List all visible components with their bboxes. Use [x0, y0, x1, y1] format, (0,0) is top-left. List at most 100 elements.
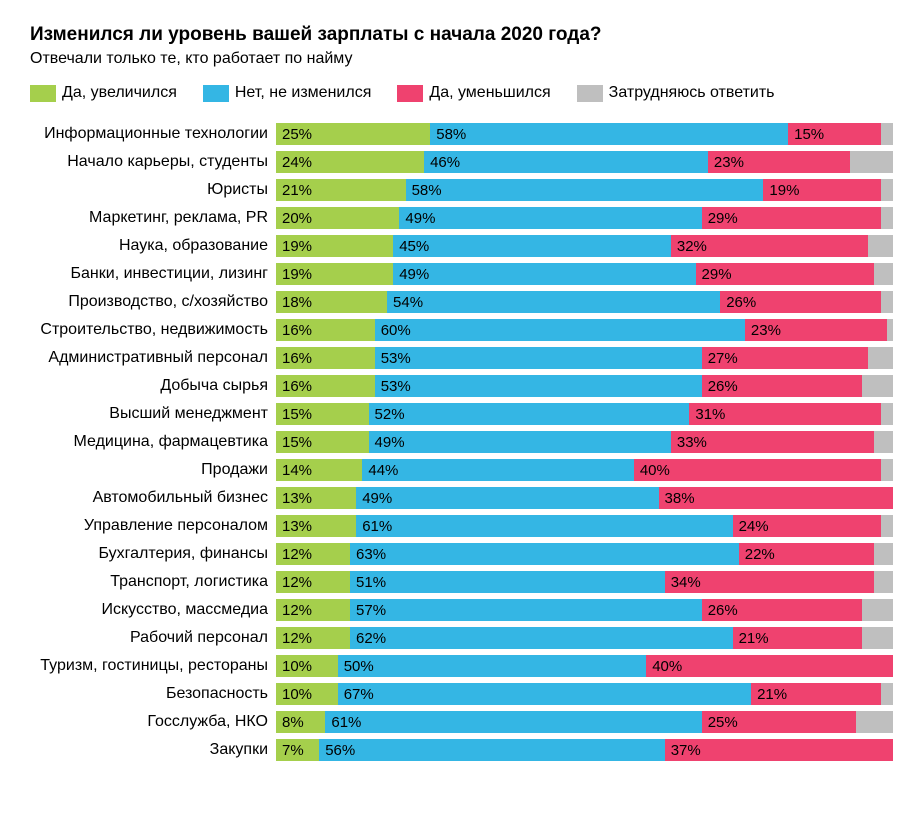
bar-value: 61% [356, 518, 392, 535]
bar-segment-decreased: 34% [665, 571, 875, 593]
bar-segment-decreased: 27% [702, 347, 869, 369]
bar-segment-dontknow [874, 571, 893, 593]
row-label: Маркетинг, реклама, PR [12, 209, 276, 227]
bar-track: 18%54%26% [276, 291, 893, 313]
bar-value: 13% [276, 490, 312, 507]
bar-value: 15% [788, 126, 824, 143]
bar-segment-decreased: 26% [720, 291, 880, 313]
legend-item: Затрудняюсь ответить [577, 84, 775, 102]
bar-track: 19%49%29% [276, 263, 893, 285]
bar-value: 12% [276, 602, 312, 619]
bar-value: 26% [702, 602, 738, 619]
bar-value: 45% [393, 238, 429, 255]
legend-swatch [203, 85, 229, 102]
chart-row: Начало карьеры, студенты24%46%23% [12, 148, 893, 176]
bar-segment-unchanged: 58% [430, 123, 788, 145]
bar-value: 46% [424, 154, 460, 171]
bar-track: 19%45%32% [276, 235, 893, 257]
bar-segment-unchanged: 52% [369, 403, 690, 425]
bar-value: 29% [702, 210, 738, 227]
bar-value: 12% [276, 630, 312, 647]
chart-row: Туризм, гостиницы, рестораны10%50%40% [12, 652, 893, 680]
bar-segment-decreased: 21% [733, 627, 863, 649]
bar-value: 27% [702, 350, 738, 367]
row-label: Искусство, массмедиа [12, 601, 276, 619]
bar-value: 52% [369, 406, 405, 423]
bar-segment-increased: 14% [276, 459, 362, 481]
bar-segment-increased: 18% [276, 291, 387, 313]
bar-segment-dontknow [881, 683, 893, 705]
bar-segment-unchanged: 56% [319, 739, 665, 761]
bar-value: 10% [276, 658, 312, 675]
bar-value: 29% [696, 266, 732, 283]
bar-segment-decreased: 25% [702, 711, 856, 733]
bar-value: 38% [659, 490, 695, 507]
bar-segment-unchanged: 44% [362, 459, 633, 481]
bar-segment-decreased: 40% [634, 459, 881, 481]
row-label: Автомобильный бизнес [12, 489, 276, 507]
bar-segment-increased: 13% [276, 487, 356, 509]
bar-segment-decreased: 24% [733, 515, 881, 537]
bar-segment-unchanged: 61% [325, 711, 701, 733]
bar-segment-dontknow [881, 291, 893, 313]
bar-track: 13% 49%38% [276, 487, 893, 509]
bar-track: 21%58%19% [276, 179, 893, 201]
bar-segment-decreased: 26% [702, 599, 862, 621]
bar-value: 31% [689, 406, 725, 423]
bar-value: 10% [276, 686, 312, 703]
bar-value: 44% [362, 462, 398, 479]
legend-label: Затрудняюсь ответить [609, 84, 775, 102]
bar-segment-unchanged: 54% [387, 291, 720, 313]
chart-row: Автомобильный бизнес13% 49%38% [12, 484, 893, 512]
bar-segment-unchanged: 49% [356, 487, 658, 509]
bar-value: 40% [646, 658, 682, 675]
row-label: Закупки [12, 741, 276, 759]
chart-row: Наука, образование19%45%32% [12, 232, 893, 260]
bar-value: 51% [350, 574, 386, 591]
bar-segment-dontknow [850, 151, 893, 173]
bar-segment-increased: 24% [276, 151, 424, 173]
row-label: Транспорт, логистика [12, 573, 276, 591]
legend-item: Нет, не изменился [203, 84, 372, 102]
bar-segment-dontknow [874, 431, 893, 453]
bar-value: 14% [276, 462, 312, 479]
bar-segment-increased: 7% [276, 739, 319, 761]
chart-row: Безопасность10%67%21% [12, 680, 893, 708]
bar-segment-increased: 16% [276, 347, 375, 369]
bar-segment-decreased: 29% [702, 207, 881, 229]
bar-track: 10%50%40% [276, 655, 893, 677]
bar-segment-decreased: 26% [702, 375, 862, 397]
bar-value: 23% [708, 154, 744, 171]
bar-value: 32% [671, 238, 707, 255]
bar-segment-dontknow [856, 711, 893, 733]
bar-segment-increased: 20% [276, 207, 399, 229]
bar-value: 16% [276, 322, 312, 339]
row-label: Госслужба, НКО [12, 713, 276, 731]
bar-segment-decreased: 32% [671, 235, 868, 257]
bar-track: 12%51%34% [276, 571, 893, 593]
bar-value: 19% [763, 182, 799, 199]
bar-segment-dontknow [881, 123, 893, 145]
bar-track: 14% 44% 40% [276, 459, 893, 481]
chart-row: Информационные технологии25%58%15% [12, 120, 893, 148]
row-label: Производство, с/хозяйство [12, 293, 276, 311]
bar-track: 20%49%29% [276, 207, 893, 229]
bar-value: 58% [430, 126, 466, 143]
chart-row: Бухгалтерия, финансы12%63%22% [12, 540, 893, 568]
chart-subtitle: Отвечали только те, кто работает по найм… [30, 50, 893, 68]
bar-value: 25% [276, 126, 312, 143]
bar-segment-dontknow [868, 347, 893, 369]
bar-segment-unchanged: 46% [424, 151, 708, 173]
bar-segment-increased: 16% [276, 319, 375, 341]
chart-row: Юристы21%58%19% [12, 176, 893, 204]
bar-segment-unchanged: 53% [375, 347, 702, 369]
row-label: Юристы [12, 181, 276, 199]
chart-row: Административный персонал16%53%27% [12, 344, 893, 372]
bar-track: 12%62%21% [276, 627, 893, 649]
bar-segment-decreased: 21% [751, 683, 881, 705]
bar-value: 21% [751, 686, 787, 703]
bar-value: 53% [375, 350, 411, 367]
bar-segment-dontknow [862, 627, 893, 649]
bar-value: 49% [393, 266, 429, 283]
chart-row: Медицина, фармацевтика15%49%33% [12, 428, 893, 456]
